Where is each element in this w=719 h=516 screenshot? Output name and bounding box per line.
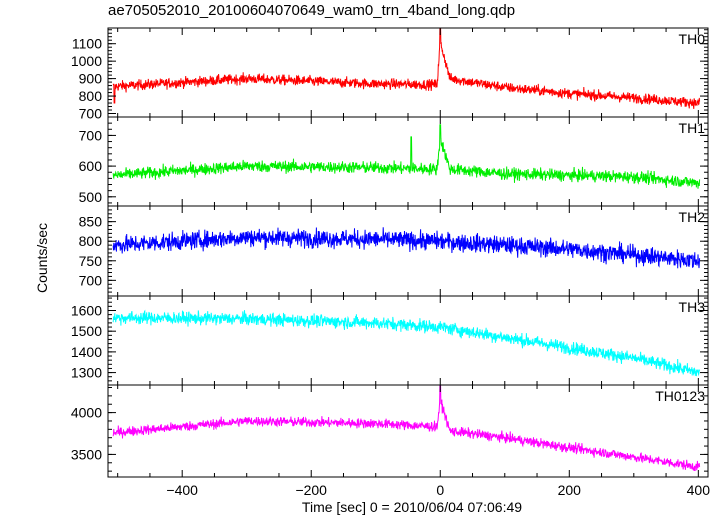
panel-label: TH1: [679, 120, 706, 136]
series-line-th3: [112, 309, 701, 377]
panel-frame: [107, 384, 709, 478]
y-tick-label: 3500: [71, 446, 102, 462]
series-line-th0123: [112, 385, 701, 472]
series-line-th1: [112, 124, 701, 189]
chart-title: ae705052010_20100604070649_wam0_trn_4ban…: [108, 2, 516, 19]
y-tick-label: 850: [79, 214, 103, 230]
y-tick-label: 700: [79, 106, 103, 122]
y-tick-label: 800: [79, 88, 103, 104]
y-tick-label: 800: [79, 233, 103, 249]
x-tick-label: −200: [295, 482, 327, 498]
y-tick-label: 1100: [72, 36, 102, 52]
series-line-th2: [112, 227, 701, 269]
y-tick-label: 600: [79, 158, 103, 174]
panel-th2: 700 750 800 850 TH2: [79, 205, 709, 297]
panel-th3: 1300 1400 1500 1600 TH3: [71, 295, 709, 386]
y-tick-label: 1600: [71, 302, 102, 318]
x-axis-title: Time [sec] 0 = 2010/06/04 07:06:49: [302, 499, 522, 515]
y-tick-label: 1000: [71, 53, 102, 69]
x-tick-label: 200: [558, 482, 582, 498]
y-tick-label: 4000: [71, 405, 102, 421]
panel-label: TH0123: [655, 388, 705, 404]
y-tick-label: 900: [79, 71, 103, 87]
y-tick-label: 750: [79, 253, 103, 269]
y-tick-label: 700: [79, 127, 103, 143]
panel-label: TH3: [679, 299, 706, 315]
y-tick-label: 1300: [71, 365, 102, 381]
panel-label: TH2: [679, 209, 706, 225]
panel-frame: [107, 116, 709, 207]
panel-th1: 500 600 700 TH1: [79, 116, 709, 207]
panel-th0123: 3500 4000 TH0123: [71, 384, 709, 478]
x-tick-label: −400: [166, 482, 198, 498]
panel-label: TH0: [679, 31, 706, 47]
panel-frame: [107, 295, 709, 386]
x-tick-label: 400: [687, 482, 711, 498]
panel-frame: [107, 27, 709, 118]
series-line-th0: [112, 28, 701, 109]
x-tick-label: 0: [436, 482, 444, 498]
y-tick-label: 700: [79, 272, 103, 288]
y-tick-label: 500: [79, 189, 103, 205]
y-tick-label: 1400: [71, 344, 102, 360]
y-tick-label: 1500: [71, 323, 102, 339]
y-axis-title: Counts/sec: [34, 223, 50, 293]
